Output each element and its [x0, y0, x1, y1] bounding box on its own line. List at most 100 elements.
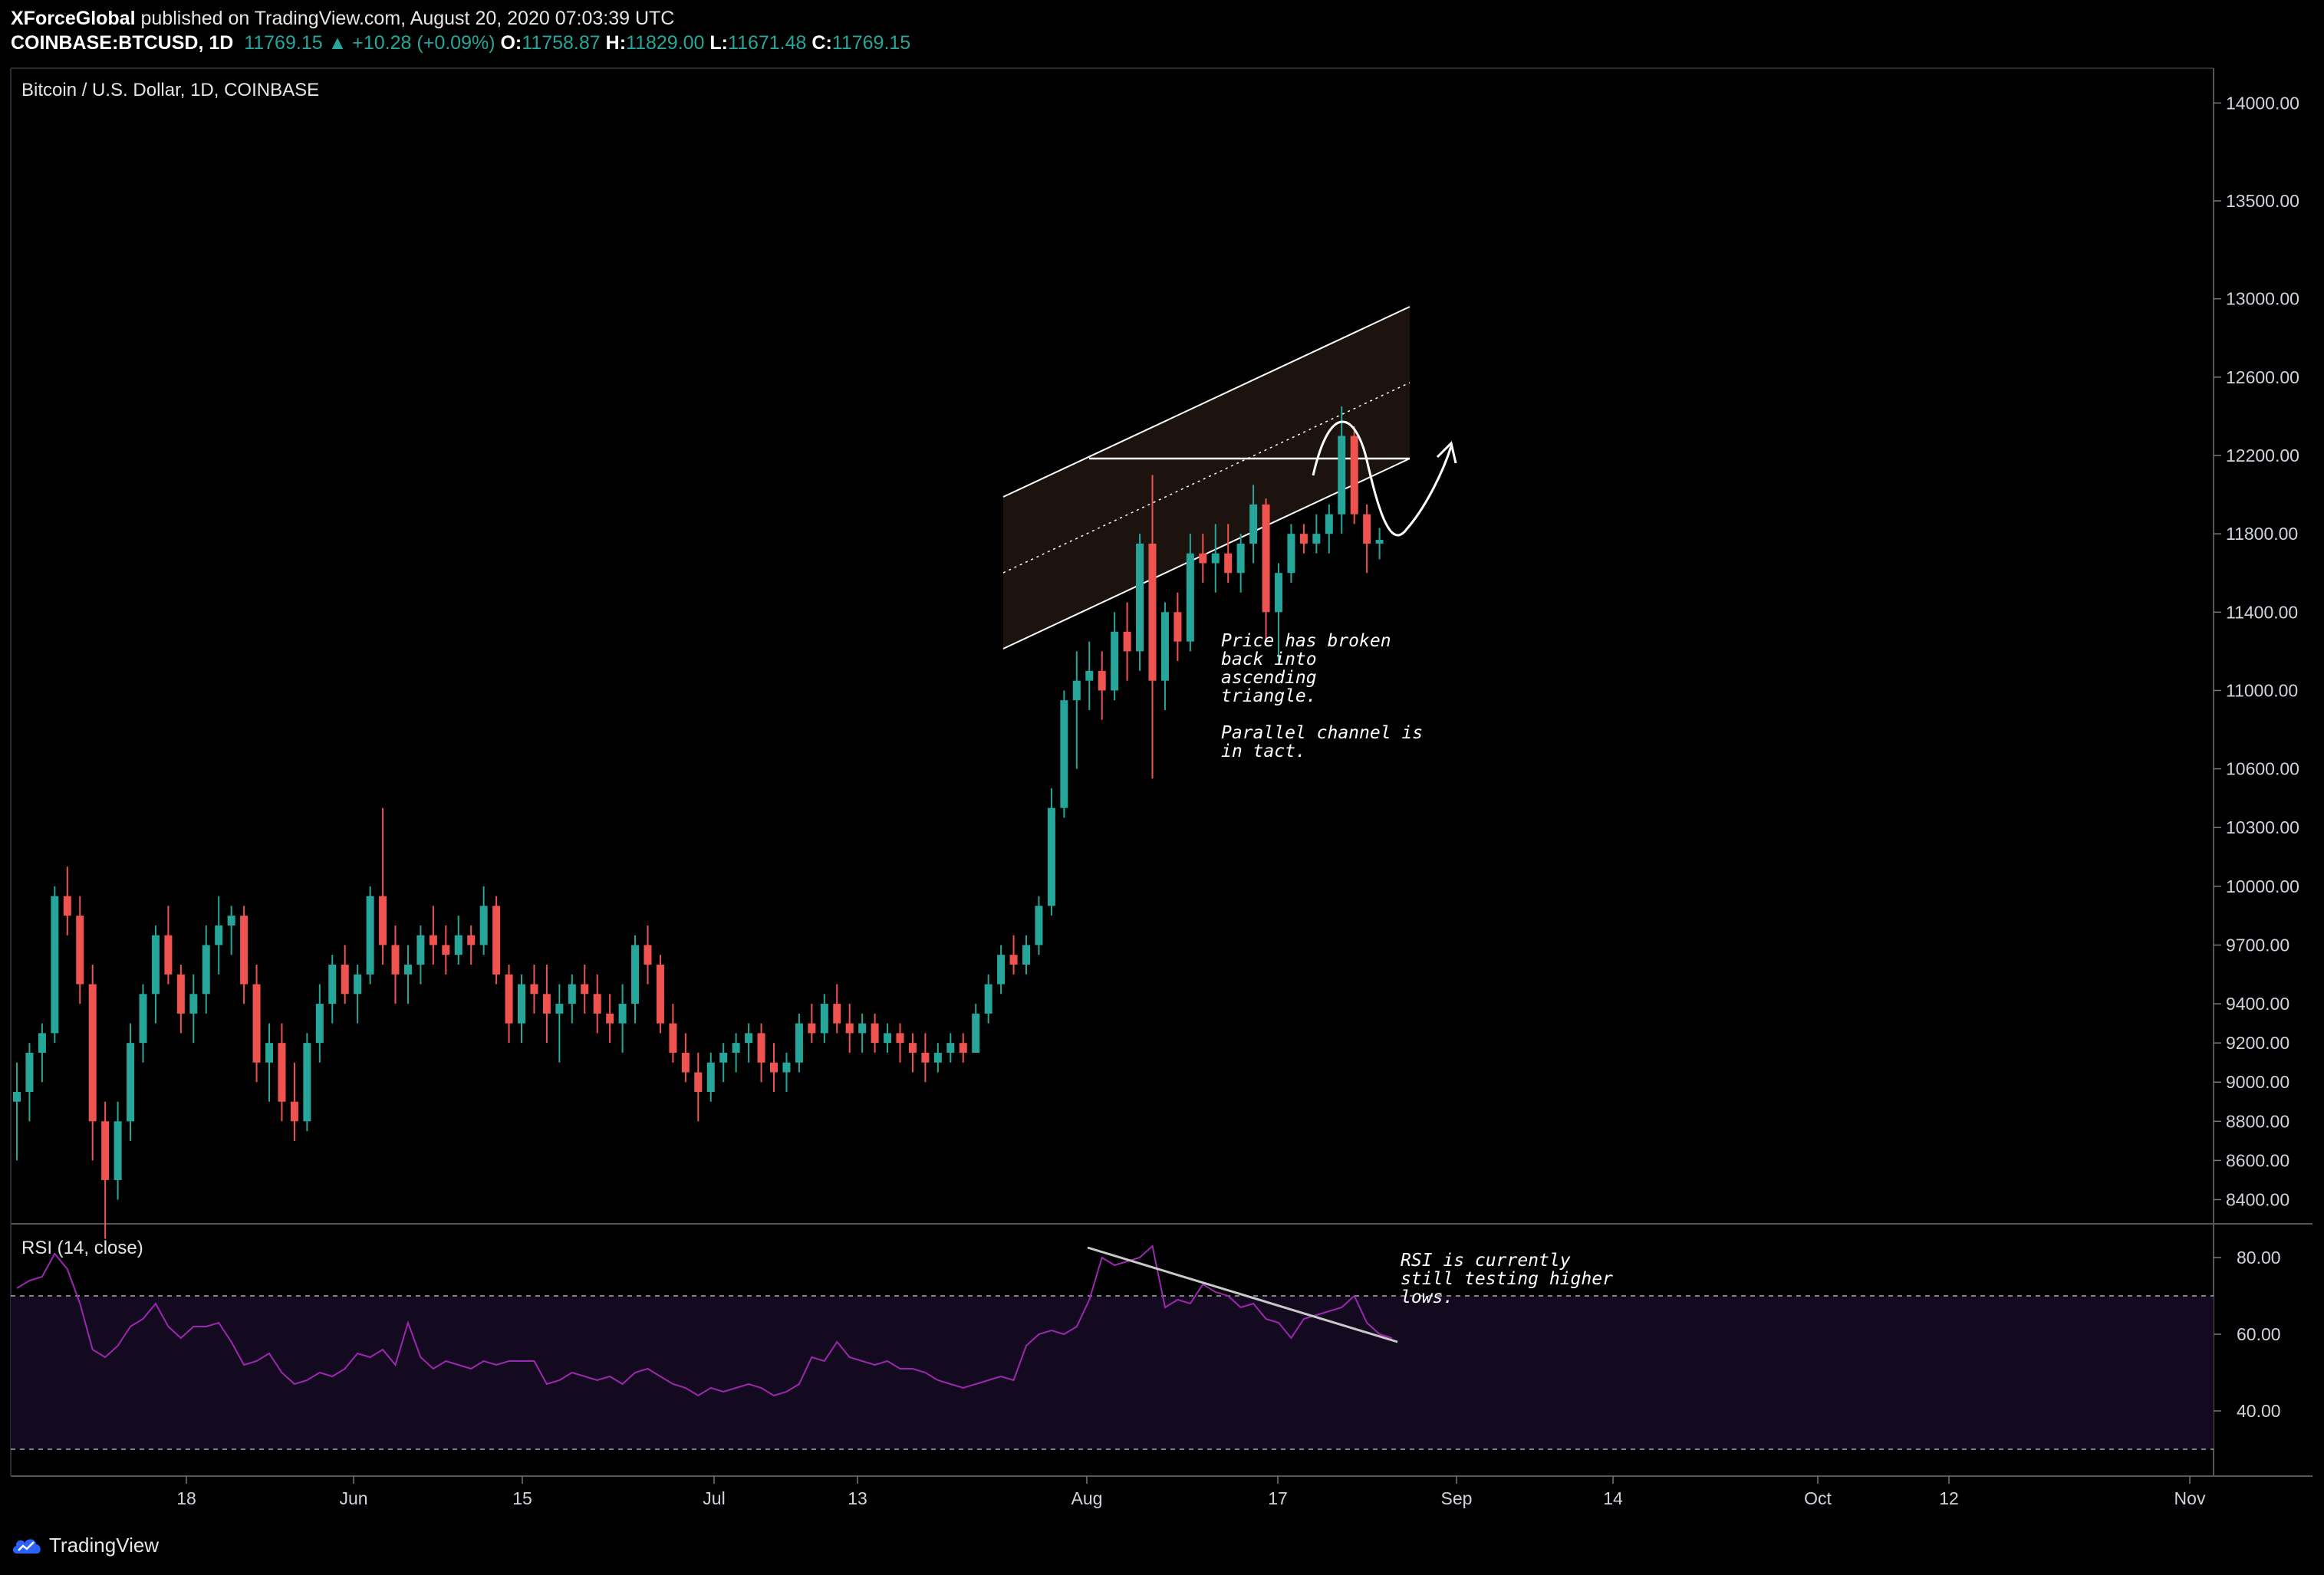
candle-body — [644, 945, 652, 965]
candle-body — [252, 984, 261, 1063]
price-label: 11000.00 — [2226, 680, 2298, 700]
chart-header: XForceGlobal published on TradingView.co… — [0, 0, 2324, 61]
parallel-channel[interactable] — [1002, 306, 1411, 649]
up-triangle-icon: ▲ — [328, 32, 347, 54]
candle-body — [858, 1023, 867, 1034]
price-change: +10.28 (+0.09%) — [352, 32, 495, 54]
candle-body — [946, 1043, 955, 1053]
candle-body — [694, 1072, 703, 1092]
candle-body — [76, 916, 84, 985]
candle-body — [303, 1043, 311, 1122]
candle-body — [593, 994, 601, 1014]
chart-frame — [10, 67, 2312, 1477]
candle-body — [151, 935, 160, 995]
footer — [0, 1514, 2324, 1575]
candle-body — [845, 1023, 854, 1034]
rsi-band — [11, 1296, 2214, 1449]
candle-body — [808, 1023, 816, 1034]
candle-body — [1111, 631, 1119, 691]
candle-body — [189, 994, 198, 1014]
candle-body — [1022, 945, 1030, 965]
author-name[interactable]: XForceGlobal — [11, 8, 136, 29]
price-label: 10300.00 — [2226, 817, 2299, 837]
candle-body — [908, 1043, 917, 1053]
candle-body — [290, 1101, 298, 1122]
candle-body — [202, 945, 210, 995]
candle-body — [1249, 504, 1258, 544]
candle-body — [1199, 553, 1207, 564]
candle-body — [1160, 612, 1169, 681]
candle-body — [315, 1004, 324, 1044]
candle-body — [1060, 700, 1068, 808]
tradingview-cloud-icon — [12, 1538, 41, 1554]
candle-body — [1047, 807, 1055, 906]
rsi-label: 40.00 — [2237, 1401, 2281, 1421]
candle-body — [1236, 543, 1245, 574]
candle-body — [921, 1052, 930, 1063]
candle-body — [114, 1121, 122, 1180]
low-label: L: — [709, 32, 729, 54]
candle-body — [618, 1004, 627, 1024]
candle-body — [101, 1121, 110, 1180]
candle-body — [1072, 680, 1081, 701]
candle-body — [984, 984, 992, 1014]
candle-body — [1186, 553, 1194, 642]
price-label: 12200.00 — [2226, 446, 2299, 465]
time-label: Nov — [2174, 1488, 2206, 1508]
candle-body — [530, 984, 538, 995]
candle-body — [1136, 543, 1144, 652]
candle-body — [1148, 543, 1157, 681]
price-label: 9200.00 — [2226, 1033, 2289, 1053]
open-label: O: — [500, 32, 522, 54]
tradingview-brand: TradingView — [49, 1534, 160, 1557]
candle-body — [454, 935, 462, 955]
low-value: 11671.48 — [728, 32, 807, 54]
candle-body — [278, 1043, 286, 1102]
candle-body — [354, 974, 362, 995]
candle-body — [770, 1062, 778, 1073]
candle-body — [479, 906, 488, 945]
projection-path — [1312, 420, 1457, 537]
channel-mid-line — [1002, 382, 1411, 574]
price-label: 9000.00 — [2226, 1072, 2289, 1092]
candle-body — [1287, 534, 1295, 574]
candle-body — [959, 1043, 967, 1053]
candlestick-series — [13, 406, 1384, 1239]
time-label: Sep — [1441, 1488, 1473, 1508]
price-label: 13000.00 — [2226, 289, 2299, 309]
candle-body — [1338, 436, 1346, 515]
candle-body — [972, 1013, 980, 1053]
arrow-head-icon — [1436, 441, 1457, 464]
candle-body — [1375, 540, 1384, 544]
time-label: 14 — [1603, 1488, 1623, 1508]
tradingview-logo[interactable]: TradingView — [11, 1534, 159, 1557]
candle-body — [896, 1033, 904, 1044]
candle-body — [997, 955, 1006, 985]
price-label: 8600.00 — [2226, 1150, 2289, 1170]
price-label: 10000.00 — [2226, 876, 2299, 896]
price-label: 9400.00 — [2226, 994, 2289, 1014]
candle-body — [542, 994, 551, 1014]
candle-body — [38, 1033, 46, 1053]
candle-body — [1299, 534, 1308, 544]
time-label: Jun — [339, 1488, 367, 1508]
candle-body — [681, 1052, 690, 1073]
candle-body — [1224, 553, 1233, 574]
rsi-annotation: RSI is currently still testing higher lo… — [1401, 1251, 1613, 1307]
candle-body — [581, 984, 589, 995]
candle-body — [416, 935, 425, 965]
candle-body — [732, 1043, 740, 1053]
publish-info: XForceGlobal published on TradingView.co… — [11, 8, 674, 30]
time-axis[interactable]: 18 Jun 15 Jul 13 Aug 17 Sep 14 Oct 12 Nov — [176, 1476, 2206, 1508]
candle-body — [265, 1043, 273, 1063]
candle-body — [403, 965, 412, 975]
time-label: 18 — [176, 1488, 196, 1508]
price-axis[interactable]: 14000.00 13500.00 13000.00 12600.00 12200.00… — [2214, 93, 2299, 1209]
candle-body — [1275, 573, 1282, 613]
candle-body — [745, 1033, 753, 1044]
candle-body — [63, 896, 71, 916]
candle-body — [871, 1023, 879, 1044]
time-label: 17 — [1268, 1488, 1288, 1508]
candle-body — [518, 984, 525, 1024]
